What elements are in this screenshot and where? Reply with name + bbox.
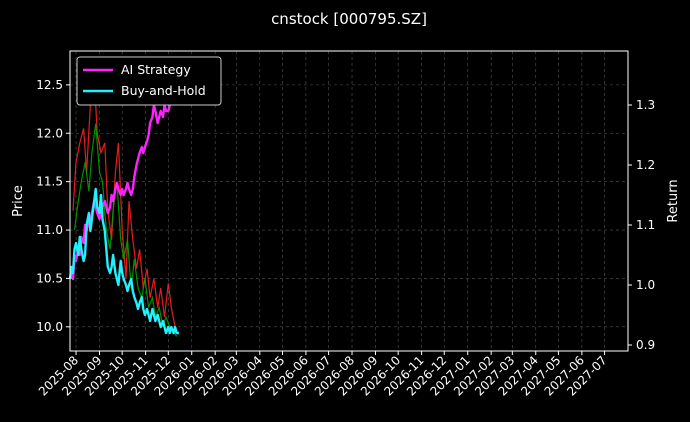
left-y-tick-label: 11.0 (36, 223, 63, 237)
right-y-tick-label: 1.2 (636, 158, 655, 172)
right-y-tick-label: 0.9 (636, 338, 655, 352)
right-y-axis-label: Return (666, 179, 681, 222)
right-y-tick-label: 1.3 (636, 98, 655, 112)
legend-label: Buy-and-Hold (121, 83, 206, 98)
legend: AI Strategy Buy-and-Hold (76, 56, 222, 106)
left-y-tick-label: 12.5 (36, 78, 63, 92)
left-y-tick-label: 10.0 (36, 320, 63, 334)
right-y-axis: 0.9 1.0 1.1 1.2 1.3 (628, 98, 655, 352)
left-y-tick-label: 12.0 (36, 126, 63, 140)
buy-and-hold-line (68, 187, 179, 335)
left-y-axis: 10.0 10.5 11.0 11.5 12.0 12.5 (36, 78, 70, 334)
left-y-axis-label: Price (11, 185, 26, 217)
legend-label: AI Strategy (121, 62, 191, 77)
chart-title: cnstock [000795.SZ] (271, 10, 427, 28)
left-y-tick-label: 11.5 (36, 175, 63, 189)
right-y-tick-label: 1.0 (636, 278, 655, 292)
left-y-tick-label: 10.5 (36, 271, 63, 285)
right-y-tick-label: 1.1 (636, 218, 655, 232)
price-bars (72, 75, 178, 337)
series-lines (68, 68, 181, 335)
plot-frame (69, 50, 629, 352)
price-down-series (73, 123, 178, 337)
